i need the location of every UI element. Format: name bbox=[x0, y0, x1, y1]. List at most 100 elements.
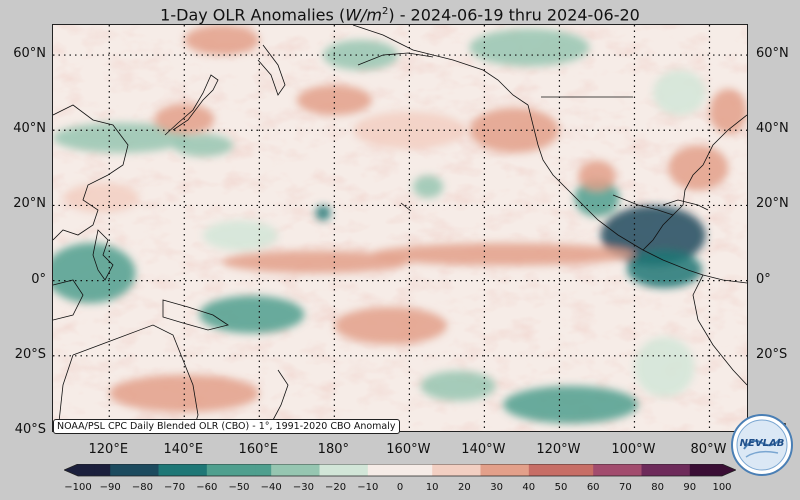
colorbar-tick: 30 bbox=[490, 482, 503, 493]
anomaly-region-0 bbox=[600, 205, 706, 266]
colorbar-bin bbox=[689, 464, 707, 476]
colorbar-tick: 90 bbox=[683, 482, 697, 493]
colorbar-tick: −100 bbox=[64, 482, 92, 493]
colorbar-bin bbox=[609, 464, 626, 476]
colorbar-tick: −10 bbox=[357, 482, 379, 493]
colorbar-outline bbox=[64, 464, 736, 477]
anomaly-region-23 bbox=[109, 374, 260, 413]
coastline-new-zealand bbox=[272, 369, 289, 421]
coastline-australia bbox=[57, 324, 199, 431]
lat-label-left: 40°N bbox=[13, 121, 46, 137]
lat-label-left: 60°N bbox=[13, 46, 46, 62]
lat-label-right: 20°N bbox=[756, 196, 789, 212]
colorbar-tick: 60 bbox=[586, 482, 600, 493]
colorbar-tick: 10 bbox=[425, 482, 439, 493]
colorbar bbox=[64, 464, 736, 477]
lon-label: 120°W bbox=[536, 442, 581, 457]
colorbar-tick: 50 bbox=[554, 482, 568, 493]
anomaly-region-15 bbox=[203, 220, 279, 251]
lat-label-right: 0° bbox=[756, 271, 771, 287]
anomaly-region-28 bbox=[578, 160, 616, 191]
coastline-south-america bbox=[692, 274, 747, 386]
anomaly-region-2 bbox=[626, 250, 702, 289]
colorbar-bin bbox=[496, 464, 514, 476]
colorbar-bin bbox=[239, 464, 256, 476]
lon-label: 120°E bbox=[88, 442, 129, 457]
colorbar-bin bbox=[335, 464, 353, 476]
coastline-hawaii bbox=[400, 202, 412, 212]
colorbar-bin bbox=[255, 464, 272, 476]
map-title: 1-Day OLR Anomalies (W/m2) - 2024-06-19 … bbox=[160, 5, 640, 25]
colorbar-min-arrow bbox=[64, 464, 78, 476]
anomaly-region-4 bbox=[53, 243, 136, 304]
colorbar-tick: 100 bbox=[712, 482, 732, 493]
colorbar-bin bbox=[110, 464, 127, 476]
colorbar-tick: −90 bbox=[99, 482, 121, 493]
colorbar-bin bbox=[625, 464, 642, 476]
anomaly-region-27 bbox=[64, 182, 140, 213]
colorbar-tick: 70 bbox=[619, 482, 632, 493]
colorbar-bin bbox=[158, 464, 176, 476]
colorbar-bin bbox=[657, 464, 675, 476]
colorbar-bin bbox=[400, 464, 417, 476]
colorbar-tick: −20 bbox=[325, 482, 347, 493]
anomaly-region-26 bbox=[296, 85, 372, 116]
lon-label: 100°W bbox=[611, 442, 656, 457]
colorbar-tick: −60 bbox=[196, 482, 218, 493]
colorbar-bin bbox=[448, 464, 465, 476]
colorbar-tick: −50 bbox=[228, 482, 250, 493]
anomaly-region-18 bbox=[184, 25, 260, 56]
lon-label: 140°E bbox=[163, 442, 204, 457]
colorbar-bin bbox=[383, 464, 401, 476]
source-note: NOAA/PSL CPC Daily Blended OLR (CBO) - 1… bbox=[53, 419, 400, 434]
lon-label: 160°E bbox=[238, 442, 279, 457]
colorbar-max-arrow bbox=[722, 464, 736, 476]
coastline-cuba bbox=[662, 199, 709, 211]
colorbar-bin bbox=[287, 464, 304, 476]
anomaly-region-13 bbox=[653, 70, 706, 116]
colorbar-bin bbox=[512, 464, 530, 476]
anomaly-region-3 bbox=[199, 295, 305, 334]
coastline-gulf-mexico bbox=[612, 194, 674, 251]
anomaly-region-9 bbox=[420, 370, 496, 401]
coastline-north-america-west bbox=[527, 104, 704, 276]
lat-label-right: 20°S bbox=[756, 346, 788, 362]
colorbar-bin bbox=[480, 464, 498, 476]
lon-label: 140°W bbox=[461, 442, 506, 457]
lon-label: 160°W bbox=[386, 442, 431, 457]
colorbar-bin bbox=[673, 464, 691, 476]
anomaly-region-5 bbox=[315, 205, 331, 221]
colorbar-tick: 20 bbox=[458, 482, 471, 493]
colorbar-bin bbox=[78, 464, 95, 476]
colorbar-bin bbox=[705, 464, 723, 476]
lat-label-left: 40°S bbox=[14, 422, 46, 437]
colorbar-bin bbox=[577, 464, 594, 476]
colorbar-tick: 80 bbox=[651, 482, 664, 493]
colorbar-bin bbox=[319, 464, 337, 476]
colorbar-bin bbox=[351, 464, 369, 476]
colorbar-bin bbox=[94, 464, 111, 476]
coastline-borneo bbox=[53, 279, 84, 321]
lat-label-left: 20°S bbox=[14, 346, 46, 362]
anomaly-region-7 bbox=[173, 134, 234, 157]
colorbar-bin bbox=[367, 464, 385, 476]
colorbar-tick: −70 bbox=[164, 482, 186, 493]
coastline-kamchatka bbox=[257, 44, 286, 96]
anomaly-region-21 bbox=[709, 88, 747, 135]
colorbar-tick: 40 bbox=[522, 482, 536, 493]
colorbar-bin bbox=[303, 464, 320, 476]
coastline-east-asia bbox=[53, 104, 129, 241]
colorbar-bin bbox=[271, 464, 288, 476]
colorbar-bin bbox=[190, 464, 208, 476]
lat-label-left: 0° bbox=[31, 271, 46, 287]
colorbar-bin bbox=[561, 464, 578, 476]
colorbar-bin bbox=[593, 464, 610, 476]
coastline-alaska bbox=[352, 25, 529, 106]
nevlab-logo: NEVLAB bbox=[731, 414, 793, 476]
colorbar-bin bbox=[528, 464, 546, 476]
logo-lettering: NEVLAB bbox=[740, 438, 785, 449]
olr-anomaly-map bbox=[52, 24, 748, 432]
colorbar-bin bbox=[142, 464, 159, 476]
colorbar-bin bbox=[174, 464, 192, 476]
anomaly-region-14 bbox=[634, 337, 695, 398]
